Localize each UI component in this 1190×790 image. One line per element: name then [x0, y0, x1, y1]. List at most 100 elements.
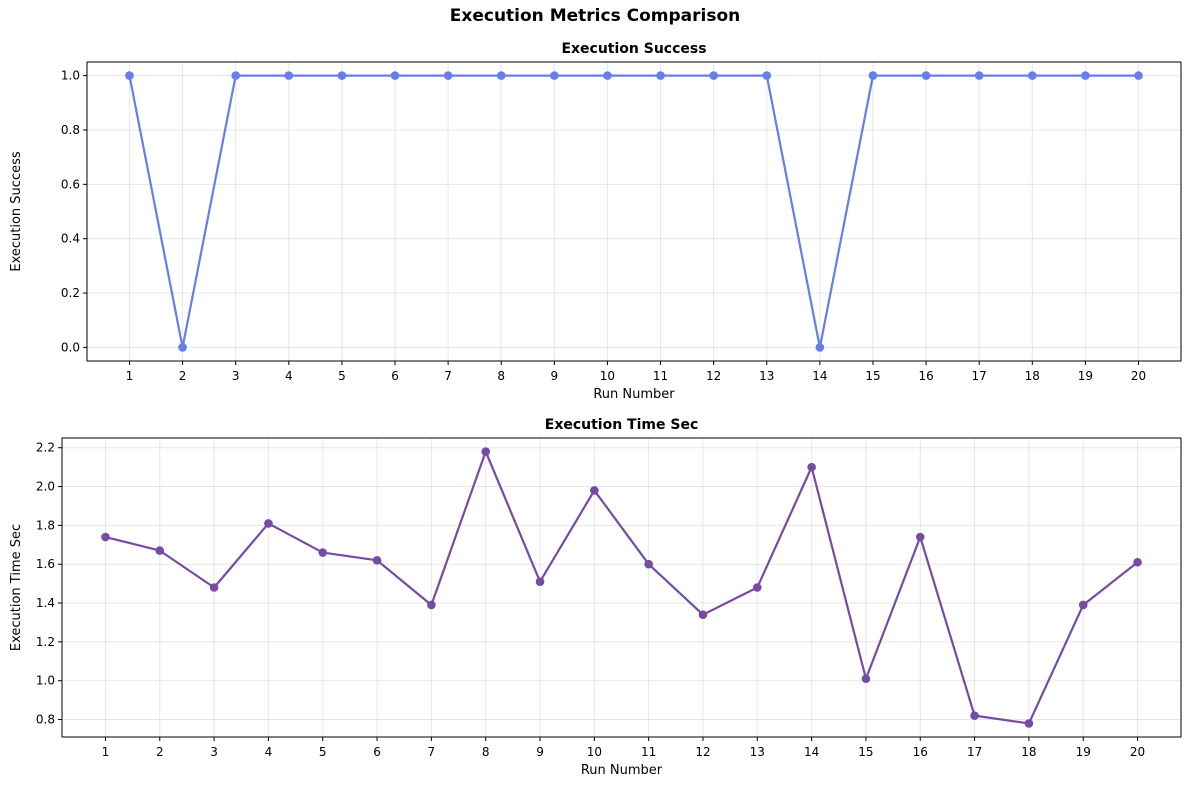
chart-2-axes-frame: [61, 437, 1182, 738]
chart-1-data-point: [231, 71, 240, 80]
chart-1-axes-frame: [86, 61, 1182, 362]
chart-1-x-tick-label: 12: [706, 369, 721, 383]
chart-2-x-tick-label: 15: [858, 745, 873, 759]
chart-1-title: Execution Success: [561, 41, 706, 57]
chart-1-x-tick-label: 15: [865, 369, 880, 383]
chart-1-data-point: [443, 71, 453, 80]
chart-1-x-tick-label: 2: [179, 369, 187, 383]
chart-2-x-tick-label: 11: [641, 745, 656, 759]
chart-1-data-point: [390, 71, 400, 80]
chart-2-y-tick-label: 2.2: [36, 441, 55, 455]
chart-1-y-axis-label: Execution Success: [9, 151, 24, 271]
chart-2-x-tick-label: 19: [1076, 745, 1091, 759]
chart-2-x-tick-label: 17: [967, 745, 982, 759]
chart-1-data-point: [550, 71, 559, 80]
chart-2-x-tick-label: 3: [210, 745, 218, 759]
chart-2-series-line: [105, 450, 1139, 725]
chart-1-x-tick-label: 18: [1025, 369, 1040, 383]
chart-2-data-point: [1133, 557, 1142, 567]
chart-1-x-tick-label: 3: [232, 369, 240, 383]
chart-1-x-tick-label: 8: [497, 369, 505, 383]
chart-1-data-point: [815, 343, 825, 352]
chart-2-x-tick-label: 5: [319, 745, 327, 759]
chart-2-data-point: [807, 462, 816, 472]
chart-2-y-tick-label: 1.2: [36, 635, 55, 649]
chart-2-data-point: [481, 447, 490, 456]
chart-1-data-point: [178, 343, 187, 352]
chart-2-data-point: [970, 711, 979, 720]
chart-2-y-tick-label: 1.0: [36, 674, 55, 688]
chart-1-x-tick-label: 9: [551, 369, 559, 383]
chart-1-data-point: [709, 71, 718, 80]
chart-2-x-tick-label: 6: [373, 745, 381, 759]
chart-1-data-point: [656, 71, 665, 80]
chart-1-x-tick-label: 10: [600, 369, 615, 383]
chart-1-data-point: [921, 71, 931, 80]
chart-1-x-axis-label: Run Number: [593, 387, 675, 402]
chart-2-data-point: [155, 546, 165, 555]
chart-1-x-tick-label: 20: [1131, 369, 1146, 383]
chart-1-y-tick-label: 0.8: [61, 123, 80, 137]
chart-2-title: Execution Time Sec: [545, 417, 699, 433]
chart-1-x-tick-label: 17: [972, 369, 987, 383]
chart-2-data-point: [427, 600, 436, 610]
chart-2-y-axis-label: Execution Time Sec: [9, 524, 24, 651]
figure-title: Execution Metrics Comparison: [449, 6, 741, 26]
chart-2-y-tick-label: 1.4: [36, 596, 55, 610]
chart-1-data-point: [337, 71, 347, 80]
chart-1-x-tick-label: 14: [812, 369, 827, 383]
chart-1-data-point: [284, 71, 294, 80]
chart-1-data-point: [1028, 71, 1037, 80]
chart-1-y-tick-label: 0.4: [61, 232, 80, 246]
chart-2-data-point: [535, 577, 545, 586]
chart-1-data-point: [496, 71, 506, 80]
chart-2-y-tick-label: 1.8: [36, 518, 55, 532]
chart-1-x-tick-label: 4: [285, 369, 293, 383]
chart-1-x-tick-label: 1: [126, 369, 134, 383]
chart-1-y-tick-label: 0.2: [61, 286, 80, 300]
chart-1-data-point: [1134, 71, 1143, 80]
chart-2-y-tick-label: 0.8: [36, 713, 55, 727]
chart-1-data-point: [603, 71, 612, 80]
chart-2-data-point: [264, 519, 273, 528]
chart-1-data-point: [974, 71, 984, 80]
chart-2-data-point: [101, 532, 110, 542]
chart-2-data-point: [915, 532, 925, 542]
chart-2-x-tick-label: 20: [1130, 745, 1145, 759]
chart-2-x-tick-label: 14: [804, 745, 819, 759]
chart-2-data-point: [698, 610, 708, 619]
chart-2-x-tick-label: 10: [587, 745, 602, 759]
chart-2-x-tick-label: 16: [913, 745, 928, 759]
chart-1-x-tick-label: 5: [338, 369, 346, 383]
chart-2-x-tick-label: 13: [750, 745, 765, 759]
chart-2-y-tick-label: 1.6: [36, 557, 55, 571]
chart-2-data-point: [1078, 600, 1088, 610]
chart-2-x-tick-label: 8: [482, 745, 490, 759]
chart-2-data-point: [861, 674, 871, 684]
chart-2-x-tick-label: 2: [156, 745, 164, 759]
chart-2-x-tick-label: 12: [695, 745, 710, 759]
chart-2-data-point: [1024, 719, 1034, 728]
chart-2-x-axis-label: Run Number: [581, 763, 663, 778]
chart-2-y-tick-label: 2.0: [36, 480, 55, 494]
chart-2-data-point: [753, 583, 762, 592]
chart-1-x-tick-label: 7: [444, 369, 452, 383]
chart-1-data-point: [868, 71, 878, 80]
chart-1-x-tick-label: 11: [653, 369, 668, 383]
chart-2-data-point: [644, 559, 653, 569]
chart-1-y-tick-label: 0.6: [61, 177, 80, 191]
chart-1-series-line: [128, 74, 1139, 349]
chart-2-data-point: [372, 556, 382, 565]
chart-1-x-tick-label: 16: [918, 369, 933, 383]
chart-2-x-tick-label: 9: [536, 745, 544, 759]
chart-2-data-point: [318, 548, 328, 557]
chart-1-data-point: [125, 71, 134, 80]
chart-1-x-tick-label: 6: [391, 369, 399, 383]
chart-1-data-point: [1081, 71, 1090, 80]
chart-2-data-point: [590, 486, 599, 495]
chart-1-x-tick-label: 19: [1078, 369, 1093, 383]
chart-2-x-tick-label: 1: [102, 745, 110, 759]
chart-2-x-tick-label: 7: [428, 745, 436, 759]
chart-2-x-tick-label: 4: [265, 745, 273, 759]
